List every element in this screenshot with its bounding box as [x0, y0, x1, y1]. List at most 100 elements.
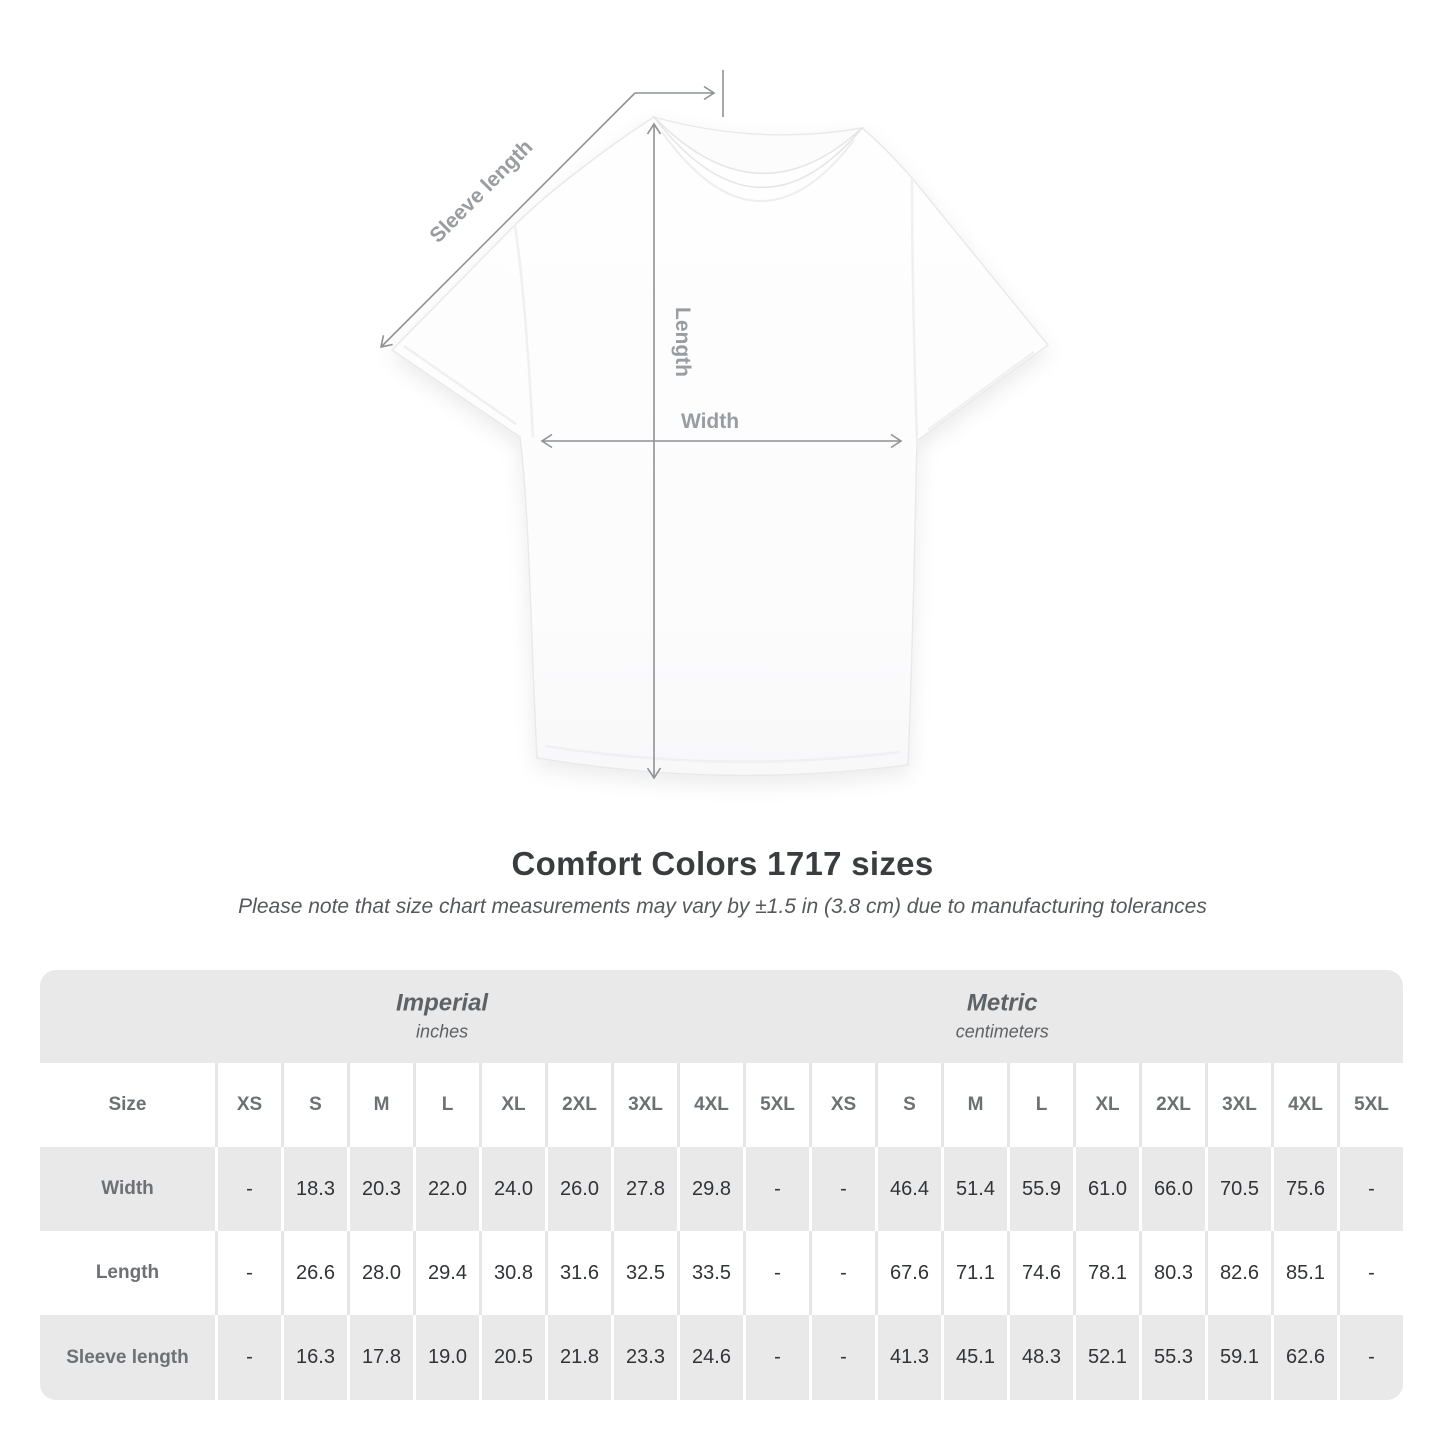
metric-value-cell: -: [1337, 1315, 1403, 1400]
page-title: Comfort Colors 1717 sizes: [511, 845, 934, 882]
width-label: Width: [681, 410, 739, 433]
metric-value-cell: 55.3: [1139, 1315, 1205, 1400]
imperial-value-cell: 33.5: [677, 1231, 743, 1315]
metric-size-header: XL: [1073, 1063, 1139, 1147]
imperial-value-cell: 28.0: [347, 1231, 413, 1315]
imperial-size-header: 3XL: [611, 1063, 677, 1147]
metric-size-header: 5XL: [1337, 1063, 1403, 1147]
tshirt-left-armhole-seam: [513, 224, 535, 438]
metric-unit-group: Metric centimeters: [956, 989, 1049, 1042]
metric-value-cell: 67.6: [875, 1231, 941, 1315]
metric-value-cell: 45.1: [941, 1315, 1007, 1400]
metric-value-cell: 55.9: [1007, 1147, 1073, 1231]
measure-row-label: Length: [95, 1262, 160, 1283]
imperial-size-header: 5XL: [743, 1063, 809, 1147]
metric-value-cell: -: [1337, 1147, 1403, 1231]
metric-value-cell: 59.1: [1205, 1315, 1271, 1400]
imperial-unit-group: Imperial inches: [396, 989, 488, 1042]
imperial-size-header: XS: [215, 1063, 281, 1147]
imperial-size-header: XL: [479, 1063, 545, 1147]
imperial-value-cell: -: [743, 1231, 809, 1315]
unit-header-band: Imperial inches Metric centimeters: [40, 970, 1403, 1063]
tshirt-body: [391, 116, 1049, 777]
metric-value-cell: 62.6: [1271, 1315, 1337, 1400]
table-row: Sleeve length -16.3 17.8 19.0 20.5 21.8 23.3 24…: [40, 1315, 1403, 1400]
metric-size-header: XS: [809, 1063, 875, 1147]
imperial-value-cell: -: [215, 1147, 281, 1231]
imperial-size-header: 4XL: [677, 1063, 743, 1147]
metric-value-cell: -: [809, 1231, 875, 1315]
table-row: Length -26.6 28.0 29.4 30.8 31.6 32.5 33.5- -67.…: [40, 1231, 1403, 1315]
metric-size-header: L: [1007, 1063, 1073, 1147]
metric-label: Metric: [966, 988, 1038, 1016]
imperial-value-cell: 24.0: [479, 1147, 545, 1231]
tshirt-hem-seam: [544, 744, 901, 763]
imperial-value-cell: 21.8: [545, 1315, 611, 1400]
metric-unit-label: centimeters: [955, 1020, 1049, 1041]
metric-size-header: 4XL: [1271, 1063, 1337, 1147]
imperial-value-cell: 22.0: [413, 1147, 479, 1231]
metric-value-cell: 75.6: [1271, 1147, 1337, 1231]
imperial-value-cell: -: [743, 1147, 809, 1231]
measure-row-label: Width: [101, 1178, 154, 1199]
metric-value-cell: 66.0: [1139, 1147, 1205, 1231]
imperial-value-cell: 20.5: [479, 1315, 545, 1400]
metric-value-cell: 51.4: [941, 1147, 1007, 1231]
metric-value-cell: 78.1: [1073, 1231, 1139, 1315]
imperial-value-cell: 29.8: [677, 1147, 743, 1231]
tshirt-collar-band: [653, 116, 863, 188]
imperial-value-cell: -: [743, 1315, 809, 1400]
imperial-value-cell: 26.6: [281, 1231, 347, 1315]
length-label: Length: [671, 307, 694, 377]
tshirt-right-armhole-seam: [910, 177, 919, 442]
metric-value-cell: 71.1: [941, 1231, 1007, 1315]
imperial-value-cell: 26.0: [545, 1147, 611, 1231]
size-header-row: Size XS S M L XL 2XL 3XL 4XL 5XL XS S M L XL 2XL 3XL 4XL 5…: [40, 1063, 1403, 1147]
sleeve-length-line: [379, 92, 636, 349]
imperial-size-header: M: [347, 1063, 413, 1147]
imperial-size-header: 2XL: [545, 1063, 611, 1147]
page-subtitle: Please note that size chart measurements…: [238, 895, 1207, 918]
metric-value-cell: 74.6: [1007, 1231, 1073, 1315]
metric-size-header: 3XL: [1205, 1063, 1271, 1147]
size-table: Imperial inches Metric centimeters Size X…: [40, 970, 1403, 1400]
imperial-value-cell: -: [215, 1315, 281, 1400]
imperial-value-cell: 30.8: [479, 1231, 545, 1315]
tshirt-right-cuff-seam: [927, 350, 1035, 432]
metric-value-cell: 70.5: [1205, 1147, 1271, 1231]
size-table-rows: Size XS S M L XL 2XL 3XL 4XL 5XL XS S M L XL 2XL 3XL 4XL 5…: [40, 1063, 1403, 1400]
imperial-value-cell: 17.8: [347, 1315, 413, 1400]
metric-value-cell: -: [1337, 1231, 1403, 1315]
imperial-value-cell: 16.3: [281, 1315, 347, 1400]
imperial-value-cell: 24.6: [677, 1315, 743, 1400]
imperial-value-cell: 29.4: [413, 1231, 479, 1315]
metric-value-cell: 82.6: [1205, 1231, 1271, 1315]
tshirt-measurement-diagram: Sleeve length Length Width: [379, 70, 1049, 780]
metric-size-header: 2XL: [1139, 1063, 1205, 1147]
imperial-value-cell: 18.3: [281, 1147, 347, 1231]
measure-row-label: Sleeve length: [66, 1346, 189, 1368]
metric-value-cell: 52.1: [1073, 1315, 1139, 1400]
metric-value-cell: 80.3: [1139, 1231, 1205, 1315]
imperial-value-cell: 32.5: [611, 1231, 677, 1315]
metric-value-cell: -: [809, 1147, 875, 1231]
tshirt-collar-stitch: [661, 131, 855, 203]
imperial-value-cell: -: [215, 1231, 281, 1315]
metric-value-cell: 85.1: [1271, 1231, 1337, 1315]
metric-value-cell: 46.4: [875, 1147, 941, 1231]
tshirt-graphic: [391, 115, 1049, 777]
imperial-unit-label: inches: [416, 1020, 469, 1041]
metric-value-cell: 61.0: [1073, 1147, 1139, 1231]
imperial-value-cell: 23.3: [611, 1315, 677, 1400]
table-row: Width -18.3 20.3 22.0 24.0 26.0 27.8 29.8- -46.4…: [40, 1147, 1403, 1231]
imperial-value-cell: 27.8: [611, 1147, 677, 1231]
metric-size-header: M: [941, 1063, 1007, 1147]
imperial-size-header: S: [281, 1063, 347, 1147]
metric-value-cell: -: [809, 1315, 875, 1400]
metric-value-cell: 41.3: [875, 1315, 941, 1400]
imperial-value-cell: 20.3: [347, 1147, 413, 1231]
imperial-value-cell: 19.0: [413, 1315, 479, 1400]
imperial-size-header: L: [413, 1063, 479, 1147]
size-corner-header: Size: [108, 1094, 147, 1115]
